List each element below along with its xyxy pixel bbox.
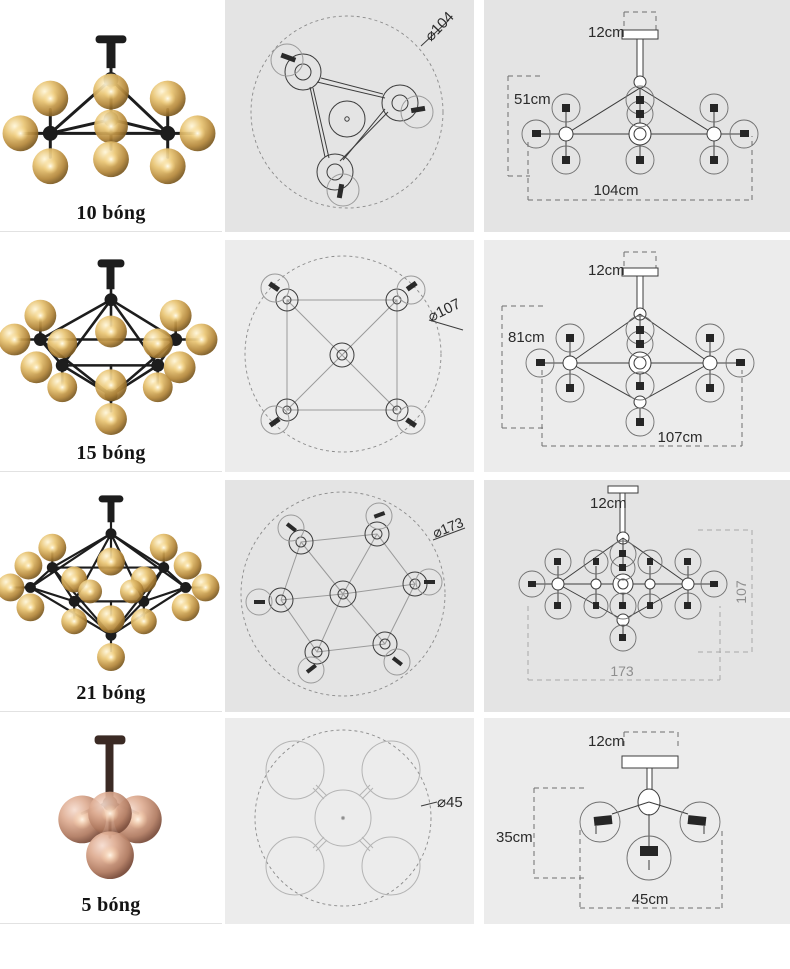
plan-dimension-15: ⌀107 xyxy=(425,295,463,325)
height-dimension-21: 107 xyxy=(733,580,749,604)
plan-view-21: ⌀173 xyxy=(225,480,474,712)
spec-row-model-5: 5 bóng ⌀45 xyxy=(0,718,790,924)
height-dimension-10: 51cm xyxy=(514,91,551,108)
plan-dimension-10: ⌀104 xyxy=(422,8,458,44)
product-photo-cell: 10 bóng xyxy=(0,0,222,232)
product-photo-cell: 15 bóng xyxy=(0,240,222,472)
width-dimension-10: 104cm xyxy=(593,182,638,199)
chandelier-photo-5 xyxy=(0,718,222,889)
chandelier-photo-10 xyxy=(0,0,222,197)
elevation-view-15: 12cm xyxy=(484,240,790,472)
chandelier-photo-21 xyxy=(0,480,222,677)
width-dimension-5: 45cm xyxy=(632,891,669,908)
plan-view-5: ⌀45 xyxy=(225,718,474,924)
plan-dimension-5: ⌀45 xyxy=(437,794,463,811)
model-label-10: 10 bóng xyxy=(76,202,146,224)
model-label-15: 15 bóng xyxy=(76,442,146,464)
elevation-view-5: 12cm 35cm xyxy=(484,718,790,924)
elevation-view-21: 12cm xyxy=(484,480,790,712)
height-dimension-15: 81cm xyxy=(508,329,545,346)
height-dimension-5: 35cm xyxy=(496,829,533,846)
elevation-view-10: 12cm xyxy=(484,0,790,232)
width-dimension-21: 173 xyxy=(610,663,634,679)
spec-row-model-21: 21 bóng xyxy=(0,480,790,712)
spec-row-model-10: 10 bóng xyxy=(0,0,790,232)
canopy-dimension-10: 12cm xyxy=(588,24,625,41)
canopy-dimension-21: 12cm xyxy=(590,495,627,512)
model-label-21: 21 bóng xyxy=(76,682,146,704)
canopy-dimension-15: 12cm xyxy=(588,262,625,279)
width-dimension-15: 107cm xyxy=(657,429,702,446)
plan-view-15: ⌀107 xyxy=(225,240,474,472)
plan-view-10: ⌀104 xyxy=(225,0,474,232)
product-photo-cell: 5 bóng xyxy=(0,718,222,924)
plan-dimension-21: ⌀173 xyxy=(430,514,466,541)
model-label-5: 5 bóng xyxy=(81,894,141,916)
spec-row-model-15: 15 bóng xyxy=(0,240,790,472)
canopy-dimension-5: 12cm xyxy=(588,733,625,750)
chandelier-photo-15 xyxy=(0,240,222,437)
product-photo-cell: 21 bóng xyxy=(0,480,222,712)
